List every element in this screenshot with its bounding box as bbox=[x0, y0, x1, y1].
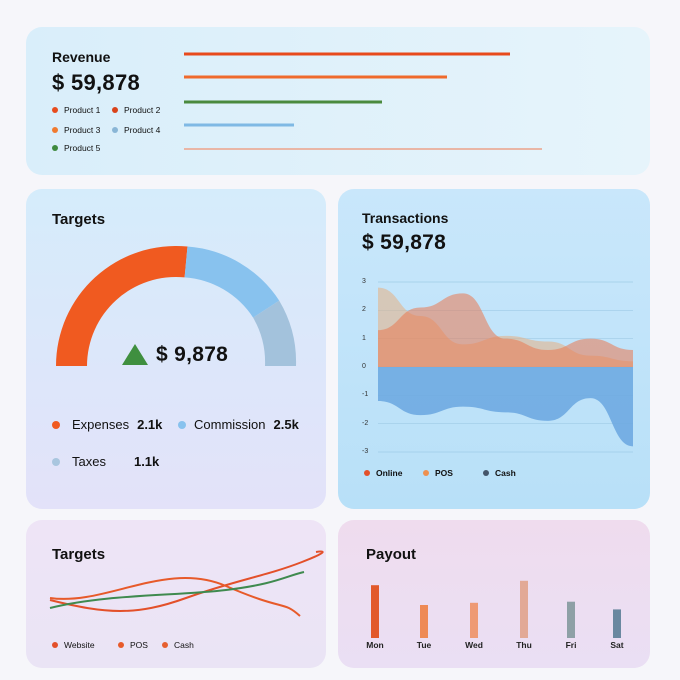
y-tick-label: 2 bbox=[362, 306, 366, 314]
series-website-line bbox=[49, 550, 324, 612]
series-pos-line bbox=[49, 577, 301, 617]
targets-line-title: Targets bbox=[52, 546, 106, 563]
legend-cash-2[interactable]: Cash bbox=[162, 640, 194, 650]
targets-line-chart bbox=[49, 550, 324, 617]
revenue-bars-svg bbox=[184, 52, 542, 150]
targets-line-card: Targets Website POS Cash bbox=[26, 520, 326, 668]
payout-bar-tue[interactable] bbox=[420, 605, 428, 638]
payout-bar-wed[interactable] bbox=[470, 602, 478, 638]
legend-dot-icon bbox=[52, 420, 60, 429]
legend-product-1[interactable]: Product 1 bbox=[52, 105, 100, 115]
payout-card: Payout Mon Tue Wed Thu Fri Sat bbox=[338, 520, 650, 668]
trend-up-icon bbox=[122, 344, 148, 365]
y-tick-label: -3 bbox=[362, 448, 369, 455]
series-cash-line bbox=[49, 571, 305, 609]
y-tick-label: 1 bbox=[362, 334, 366, 342]
y-tick-label: 3 bbox=[362, 278, 366, 285]
revenue-amount: $ 59,878 bbox=[52, 70, 141, 95]
legend-dot-icon bbox=[112, 127, 118, 133]
series-cash-area bbox=[378, 367, 633, 447]
legend-dot-icon bbox=[162, 642, 168, 648]
y-tick-label: 0 bbox=[362, 363, 366, 370]
series-online-area bbox=[378, 293, 633, 367]
legend-dot-icon bbox=[423, 470, 429, 476]
targets-card: Targets $ 9,878 Expenses 2.1k Commission 2… bbox=[26, 189, 326, 509]
transactions-chart bbox=[378, 281, 633, 453]
y-tick-label: -1 bbox=[362, 391, 369, 399]
transactions-amount: $ 59,878 bbox=[362, 231, 447, 254]
payout-bar-thu[interactable] bbox=[520, 580, 528, 638]
payout-bar-sat[interactable] bbox=[613, 609, 621, 638]
payout-day-label: Fri bbox=[565, 640, 577, 650]
payout-day-label: Sat bbox=[610, 640, 624, 650]
legend-dot-icon bbox=[364, 470, 370, 476]
legend-dot-icon bbox=[52, 107, 58, 113]
y-tick-label: -2 bbox=[362, 419, 369, 427]
transactions-title: Transactions bbox=[362, 210, 449, 226]
payout-chart bbox=[371, 580, 621, 638]
legend-commission[interactable]: Commission 2.5k bbox=[178, 417, 299, 432]
legend-product-4[interactable]: Product 4 bbox=[112, 125, 160, 135]
payout-day-label: Wed bbox=[465, 640, 483, 650]
legend-dot-icon bbox=[112, 107, 118, 113]
legend-dot-icon bbox=[178, 420, 186, 429]
legend-product-3[interactable]: Product 3 bbox=[52, 125, 100, 135]
payout-day-label: Mon bbox=[366, 640, 384, 650]
transactions-card: Transactions $ 59,878 3 2 1 0 -1 -2 -3 Online … bbox=[338, 189, 650, 509]
legend-dot-icon bbox=[52, 127, 58, 133]
gauge-expenses-segment bbox=[55, 245, 188, 366]
payout-day-label: Tue bbox=[416, 640, 432, 650]
legend-expenses[interactable]: Expenses 2.1k bbox=[52, 417, 162, 432]
revenue-title: Revenue bbox=[52, 49, 111, 65]
legend-taxes[interactable]: Taxes 1.1k bbox=[52, 454, 159, 469]
legend-online[interactable]: Online bbox=[364, 468, 402, 478]
gauge-taxes-segment bbox=[253, 300, 297, 366]
targets-amount: $ 9,878 bbox=[156, 343, 229, 366]
legend-dot-icon bbox=[118, 642, 124, 648]
legend-pos[interactable]: POS bbox=[423, 468, 453, 478]
legend-dot-icon bbox=[483, 470, 489, 476]
payout-bar-mon[interactable] bbox=[371, 585, 379, 638]
legend-product-2[interactable]: Product 2 bbox=[112, 105, 160, 115]
legend-product-5[interactable]: Product 5 bbox=[52, 143, 100, 153]
payout-title: Payout bbox=[366, 546, 417, 563]
targets-title: Targets bbox=[52, 211, 106, 228]
gauge-commission-segment bbox=[184, 246, 280, 318]
revenue-card: Revenue $ 59,878 Product 1 Product 2 Pro… bbox=[26, 27, 650, 175]
legend-dot-icon bbox=[52, 145, 58, 151]
legend-dot-icon bbox=[52, 457, 60, 466]
legend-cash[interactable]: Cash bbox=[483, 468, 516, 478]
targets-gauge bbox=[55, 245, 297, 366]
payout-bar-fri[interactable] bbox=[567, 601, 575, 638]
payout-day-label: Thu bbox=[516, 640, 532, 650]
legend-website[interactable]: Website bbox=[52, 640, 95, 650]
legend-dot-icon bbox=[52, 642, 58, 648]
legend-pos-2[interactable]: POS bbox=[118, 640, 148, 650]
